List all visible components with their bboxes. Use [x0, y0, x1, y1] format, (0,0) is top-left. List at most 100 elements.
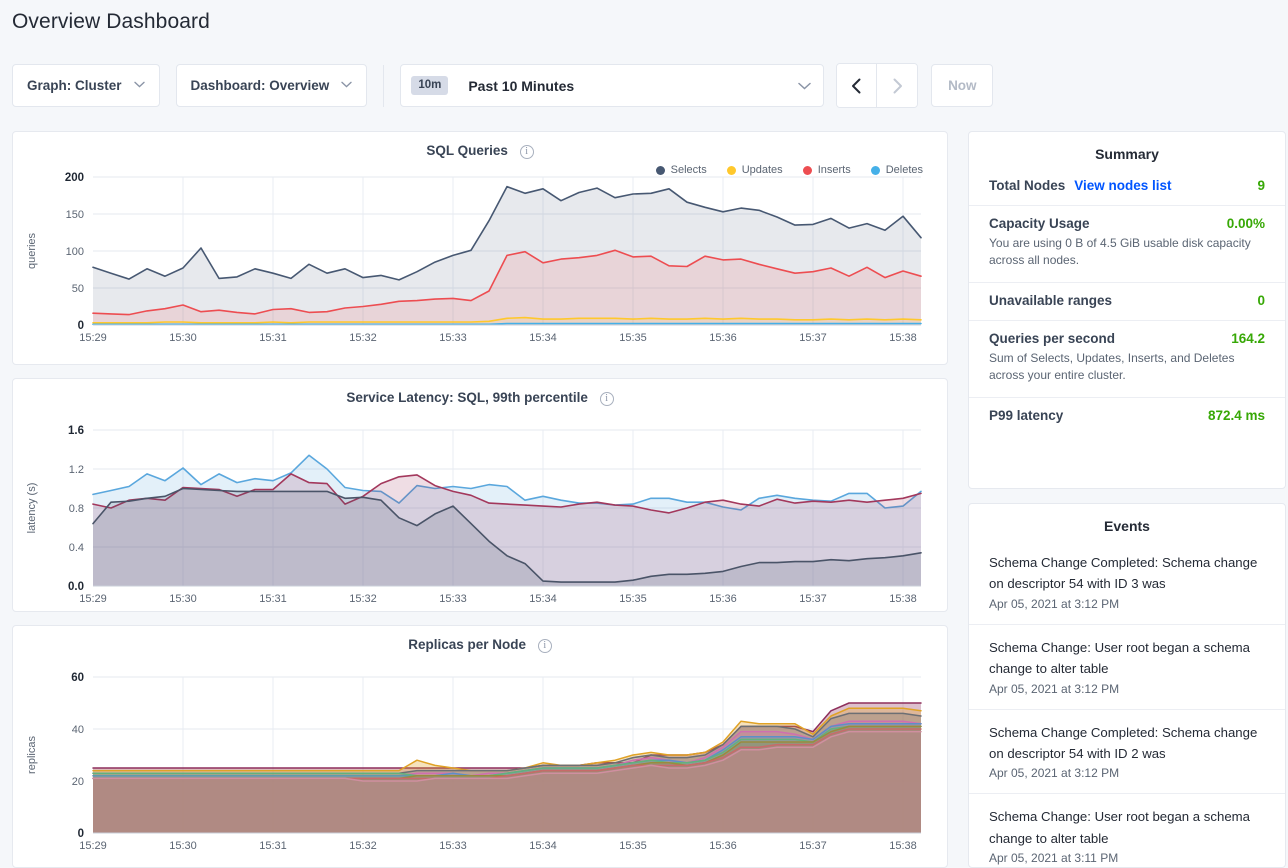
dashboard-select[interactable]: Dashboard: Overview [175, 64, 368, 107]
svg-text:40: 40 [72, 724, 84, 736]
legend-label: Deletes [885, 164, 923, 176]
svg-text:queries: queries [26, 232, 38, 269]
summary-value: 0.00% [1226, 216, 1265, 231]
sql-queries-title: SQL Queries i [13, 132, 947, 159]
svg-text:15:37: 15:37 [799, 840, 827, 852]
event-timestamp: Apr 05, 2021 at 3:12 PM [989, 766, 1120, 781]
svg-text:15:36: 15:36 [709, 332, 737, 344]
chevron-down-icon [133, 80, 145, 91]
event-item[interactable]: Schema Change: User root began a schema … [969, 623, 1285, 709]
svg-text:15:37: 15:37 [799, 332, 827, 344]
graph-select[interactable]: Graph: Cluster [12, 64, 160, 107]
svg-text:15:37: 15:37 [799, 593, 827, 605]
legend-item[interactable]: Deletes [870, 164, 923, 176]
chart-title-text: Service Latency: SQL, 99th percentile [346, 390, 588, 405]
page-title: Overview Dashboard [12, 10, 210, 33]
svg-text:1.2: 1.2 [69, 464, 84, 476]
summary-label: P99 latency [989, 407, 1064, 423]
previous-range-button[interactable] [837, 64, 878, 107]
svg-text:1.6: 1.6 [68, 425, 84, 437]
time-range-picker[interactable]: 10m Past 10 Minutes [400, 64, 825, 107]
service-latency-card: Service Latency: SQL, 99th percentile i … [12, 378, 948, 612]
chevron-down-icon [798, 79, 812, 93]
legend-dot-selects [655, 165, 665, 175]
events-card: Events Schema Change Completed: Schema c… [968, 503, 1286, 868]
chevron-down-icon [341, 80, 353, 91]
dashboard-select-label: Dashboard: Overview [190, 78, 330, 93]
legend-dot-updates [726, 165, 736, 175]
svg-text:replicas: replicas [26, 736, 38, 774]
info-icon[interactable]: i [537, 639, 552, 653]
time-nav-group [836, 63, 919, 108]
view-nodes-list-link[interactable]: View nodes list [1074, 178, 1172, 193]
graph-select-label: Graph: Cluster [27, 78, 122, 93]
summary-description: Sum of Selects, Updates, Inserts, and De… [989, 350, 1235, 383]
info-icon[interactable]: i [519, 145, 534, 159]
now-button[interactable]: Now [931, 64, 994, 107]
summary-row-capacity-usage: Capacity Usage 0.00% You are using 0 B o… [969, 205, 1285, 282]
event-item[interactable]: Schema Change: User root began a schema … [969, 793, 1285, 868]
svg-text:15:33: 15:33 [439, 332, 467, 344]
summary-value: 0 [1257, 292, 1265, 308]
summary-value: 872.4 ms [1207, 407, 1265, 423]
event-item[interactable]: Schema Change Completed: Schema change o… [969, 708, 1285, 794]
replicas-per-node-plot: 0 20 40 60 15:29 15:30 15:31 15:32 15:33 15:34 15:… [13, 667, 947, 857]
svg-text:15:35: 15:35 [619, 332, 647, 344]
legend-dot-deletes [870, 165, 880, 175]
legend-item[interactable]: Updates [726, 164, 783, 176]
replicas-per-node-card: Replicas per Node i 0 20 40 60 15:29 15:30 15:… [12, 625, 948, 868]
legend-item[interactable]: Inserts [802, 164, 851, 176]
event-text: Schema Change: User root began a schema … [989, 639, 1250, 677]
next-range-button[interactable] [877, 64, 918, 107]
event-timestamp: Apr 05, 2021 at 3:12 PM [989, 681, 1120, 696]
toolbar: Graph: Cluster Dashboard: Overview 10m P… [12, 63, 994, 108]
svg-text:15:32: 15:32 [349, 840, 377, 852]
legend-label: Selects [670, 164, 707, 176]
summary-label: Queries per second [989, 330, 1116, 346]
legend-label: Updates [741, 164, 783, 176]
summary-value: 9 [1257, 178, 1265, 193]
service-latency-title: Service Latency: SQL, 99th percentile i [13, 379, 947, 406]
summary-row-p99-latency: P99 latency 872.4 ms [969, 396, 1285, 435]
summary-row-queries-per-second: Queries per second 164.2 Sum of Selects,… [969, 319, 1285, 397]
sql-queries-plot: 0 50 100 150 200 15:29 15:30 15:31 15:32 15:33 15:… [13, 167, 947, 347]
event-text: Schema Change Completed: Schema change o… [989, 724, 1258, 761]
summary-row-total-nodes: Total Nodes View nodes list 9 [969, 168, 1285, 205]
summary-title: Summary [1095, 146, 1159, 162]
summary-card: Summary Total Nodes View nodes list 9 Ca… [968, 131, 1286, 489]
svg-text:15:31: 15:31 [259, 840, 287, 852]
chart-title-text: Replicas per Node [408, 637, 527, 652]
svg-text:0.4: 0.4 [69, 542, 84, 554]
event-text: Schema Change Completed: Schema change o… [989, 555, 1258, 592]
svg-text:15:32: 15:32 [349, 593, 377, 605]
svg-text:200: 200 [65, 172, 84, 184]
time-range-label: Past 10 Minutes [468, 77, 575, 94]
svg-text:15:34: 15:34 [529, 840, 557, 852]
summary-label: Total Nodes [989, 178, 1066, 193]
event-timestamp: Apr 05, 2021 at 3:11 PM [989, 851, 1119, 865]
svg-text:15:35: 15:35 [619, 840, 647, 852]
svg-text:15:34: 15:34 [529, 332, 557, 344]
time-range-badge: 10m [411, 75, 449, 96]
summary-description: You are using 0 B of 4.5 GiB usable disk… [989, 236, 1251, 268]
svg-text:15:31: 15:31 [259, 332, 287, 344]
events-title: Events [1104, 518, 1150, 534]
event-item[interactable]: Schema Change Completed: Schema change o… [969, 540, 1285, 624]
svg-text:60: 60 [71, 672, 84, 684]
svg-text:15:36: 15:36 [709, 840, 737, 852]
svg-text:15:30: 15:30 [169, 332, 197, 344]
svg-text:15:29: 15:29 [79, 332, 107, 344]
summary-label: Capacity Usage [989, 216, 1090, 231]
svg-text:0: 0 [78, 828, 84, 840]
svg-text:15:38: 15:38 [889, 593, 917, 605]
service-latency-plot: 0.0 0.4 0.8 1.2 1.6 15:29 15:30 15:31 15:32 15:33… [13, 420, 947, 610]
info-icon[interactable]: i [599, 392, 614, 406]
sql-queries-legend: Selects Updates Inserts Deletes [655, 164, 923, 176]
svg-text:15:31: 15:31 [259, 593, 287, 605]
legend-label: Inserts [817, 164, 851, 176]
legend-item[interactable]: Selects [655, 164, 707, 176]
svg-text:15:32: 15:32 [349, 332, 377, 344]
svg-text:15:38: 15:38 [889, 840, 917, 852]
svg-text:15:33: 15:33 [439, 593, 467, 605]
